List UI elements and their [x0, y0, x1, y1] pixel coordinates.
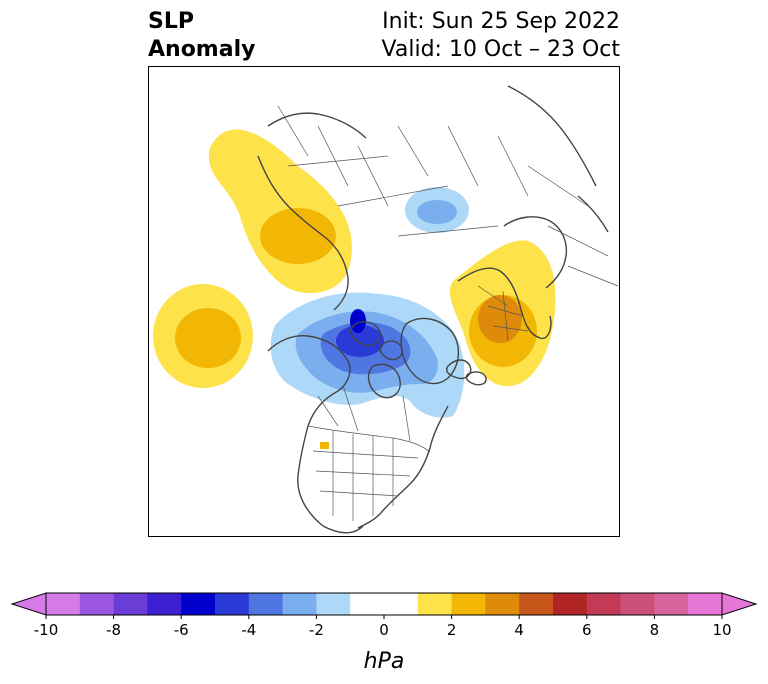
colorbar-segment — [248, 593, 283, 615]
colorbar-unit-label: hPa — [364, 649, 405, 674]
colorbar-segment — [417, 593, 452, 615]
positive-anomaly-east-siberia — [208, 129, 352, 294]
title-line-2: Anomaly — [148, 37, 256, 62]
colorbar-segment — [620, 593, 655, 615]
colorbar-tick-label: -4 — [241, 621, 256, 639]
positive-anomaly-us-speck — [320, 442, 329, 449]
colorbar-segment — [113, 593, 148, 615]
valid-period: Init: Sun 25 Sep 2022 Valid: 10 Oct – 23… — [382, 8, 620, 64]
country-borders — [277, 105, 619, 521]
colorbar-segment — [147, 593, 182, 615]
colorbar-segment — [586, 593, 621, 615]
colorbar-tick-label: 10 — [712, 621, 731, 639]
coastlines — [257, 85, 609, 534]
positive-anomaly-north-pacific — [153, 284, 253, 388]
colorbar-over-extension — [721, 592, 758, 616]
colorbar-tick-label: -8 — [106, 621, 121, 639]
colorbar-segment — [350, 593, 419, 615]
colorbar-under-extension — [10, 592, 47, 616]
colorbar-ticks: -10 -8 -6 -4 -2 0 2 4 6 8 10 — [34, 615, 732, 639]
colorbar-segments — [10, 592, 758, 616]
colorbar-segment — [451, 593, 486, 615]
colorbar-tick-label: -2 — [309, 621, 324, 639]
colorbar-segment — [553, 593, 588, 615]
colorbar-segment — [688, 593, 723, 615]
colorbar-tick-label: 6 — [582, 621, 592, 639]
colorbar: -10 -8 -6 -4 -2 0 2 4 6 8 10 hPa — [10, 592, 758, 674]
negative-anomaly-arctic — [270, 292, 465, 418]
colorbar-segment — [282, 593, 317, 615]
colorbar-segment — [46, 593, 81, 615]
negative-anomaly-west-siberia — [405, 187, 469, 233]
map-title: SLP Anomaly — [148, 8, 255, 64]
init-date: Init: Sun 25 Sep 2022 — [382, 9, 620, 34]
colorbar-segment — [79, 593, 114, 615]
colorbar-tick-label: 8 — [650, 621, 660, 639]
colorbar-segment — [215, 593, 250, 615]
colorbar-tick-label: -10 — [34, 621, 59, 639]
colorbar-segment — [316, 593, 351, 615]
positive-anomaly-europe — [449, 240, 556, 387]
colorbar-segment — [519, 593, 554, 615]
colorbar-tick-label: 4 — [514, 621, 524, 639]
colorbar-tick-label: 0 — [379, 621, 389, 639]
colorbar-tick-label: 2 — [447, 621, 457, 639]
colorbar-segment — [485, 593, 520, 615]
colorbar-segment — [654, 593, 689, 615]
colorbar-segment — [181, 593, 216, 615]
title-line-1: SLP — [148, 9, 194, 34]
slp-anomaly-map — [148, 66, 620, 537]
valid-range: Valid: 10 Oct – 23 Oct — [381, 37, 620, 62]
colorbar-tick-label: -6 — [174, 621, 189, 639]
